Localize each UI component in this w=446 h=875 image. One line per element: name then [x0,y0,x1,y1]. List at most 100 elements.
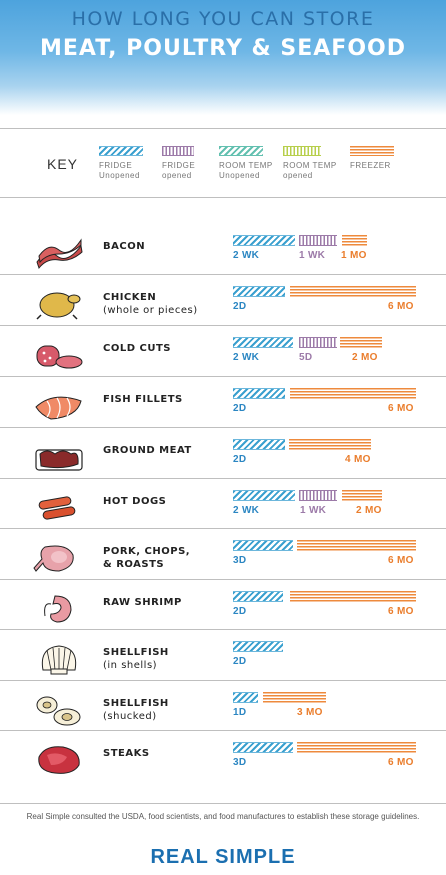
freezer-value: 6 MO [388,757,414,768]
steak-icon [38,746,80,774]
freezer-bar [290,286,416,297]
key-line1: FREEZER [350,161,391,170]
freezer-value: 6 MO [388,403,414,414]
brand-logo: REAL SIMPLE [150,846,296,868]
item-name-line1: SHELLFISH [103,698,169,709]
ground-meat-icon [35,449,83,471]
item-name: SHELLFISH (shucked) [103,697,169,723]
item-name: FISH FILLETS [103,393,183,406]
hot-dog-icon [38,496,76,520]
room-temp-unopened-swatch [219,146,263,156]
item-name-line1: STEAKS [103,748,150,759]
key-line2: opened [283,171,313,180]
freezer-bar [340,337,382,348]
fridge-unopened-value: 3D [233,757,247,768]
freezer-bar [297,742,416,753]
key-fridge-opened: FRIDGE opened [162,146,232,181]
fridge-opened-swatch [162,146,194,156]
key-line2: Unopened [99,171,140,180]
key-line1: FRIDGE [99,161,133,170]
list-item: STEAKS 3D 6 MO [0,735,446,785]
key-room-temp-opened: ROOM TEMP opened [283,146,353,181]
item-name: PORK, CHOPS, & ROASTS [103,545,190,571]
item-name-line1: CHICKEN [103,292,157,303]
freezer-value: 4 MO [345,454,371,465]
key-label: KEY [47,156,79,172]
fridge-opened-value: 1 WK [300,505,327,516]
key-line1: ROOM TEMP [219,161,273,170]
list-item: COLD CUTS 2 WK 5D 2 MO [0,330,446,380]
item-name-line1: BACON [103,241,146,252]
divider [0,197,446,198]
freezer-bar [342,235,367,246]
fridge-unopened-value: 2 WK [233,352,260,363]
row-divider [0,478,446,479]
freezer-bar [290,591,416,602]
fridge-opened-bar [299,490,337,501]
key-line2: opened [162,171,192,180]
item-name-line2: & ROASTS [103,559,165,570]
fridge-unopened-value: 2D [233,454,247,465]
item-name-line1: COLD CUTS [103,343,171,354]
fridge-unopened-bar [233,692,258,703]
key-line1: FRIDGE [162,161,196,170]
fridge-unopened-value: 2D [233,656,247,667]
item-name-line2: (whole or pieces) [103,305,198,316]
freezer-bar [290,388,416,399]
cold-cuts-icon [36,345,83,369]
fridge-unopened-value: 3D [233,555,247,566]
fridge-unopened-bar [233,641,283,652]
chicken-icon [36,292,81,320]
fridge-unopened-value: 2D [233,606,247,617]
fridge-unopened-value: 1D [233,707,247,718]
freezer-value: 2 MO [352,352,378,363]
pork-chop-icon [33,545,74,572]
fridge-opened-value: 5D [299,352,313,363]
fridge-unopened-bar [233,439,285,450]
item-name-line2: (shucked) [103,711,157,722]
row-divider [0,579,446,580]
fridge-unopened-bar [233,235,295,246]
fridge-unopened-bar [233,388,285,399]
row-divider [0,730,446,731]
freezer-bar [297,540,416,551]
row-divider [0,376,446,377]
fridge-unopened-bar [233,591,283,602]
row-divider [0,629,446,630]
row-divider [0,680,446,681]
key-freezer: FREEZER [350,146,420,171]
freezer-value: 6 MO [388,301,414,312]
fridge-unopened-value: 2 WK [233,505,260,516]
item-name-line1: FISH FILLETS [103,394,183,405]
fridge-unopened-bar [233,540,293,551]
list-item: PORK, CHOPS, & ROASTS 3D 6 MO [0,533,446,583]
item-name-line1: PORK, CHOPS, [103,546,191,557]
footnote: Real Simple consulted the USDA, food sci… [26,812,420,821]
fridge-opened-bar [299,235,337,246]
item-name: RAW SHRIMP [103,596,182,609]
header-banner: HOW LONG YOU CAN STORE MEAT, POULTRY & S… [0,0,446,115]
freezer-value: 3 MO [297,707,323,718]
item-name: STEAKS [103,747,150,760]
divider [0,128,446,129]
fridge-unopened-value: 2 WK [233,250,260,261]
bacon-icon [36,238,83,270]
list-item: GROUND MEAT 2D 4 MO [0,432,446,482]
title-line-2: MEAT, POULTRY & SEAFOOD [40,36,406,61]
key-room-temp-unopened: ROOM TEMP Unopened [219,146,289,181]
item-name: SHELLFISH (in shells) [103,646,169,672]
fridge-unopened-bar [233,742,293,753]
list-item: SHELLFISH (shucked) 1D 3 MO [0,685,446,735]
freezer-value: 6 MO [388,606,414,617]
list-item: SHELLFISH (in shells) 2D [0,634,446,684]
freezer-swatch [350,146,394,156]
fridge-opened-value: 1 WK [299,250,326,261]
freezer-value: 1 MO [341,250,367,261]
row-divider [0,427,446,428]
fish-fillet-icon [35,396,82,420]
fridge-unopened-bar [233,490,295,501]
item-name: GROUND MEAT [103,444,192,457]
fridge-unopened-bar [233,286,285,297]
item-name-line1: SHELLFISH [103,647,169,658]
item-name-line1: RAW SHRIMP [103,597,182,608]
